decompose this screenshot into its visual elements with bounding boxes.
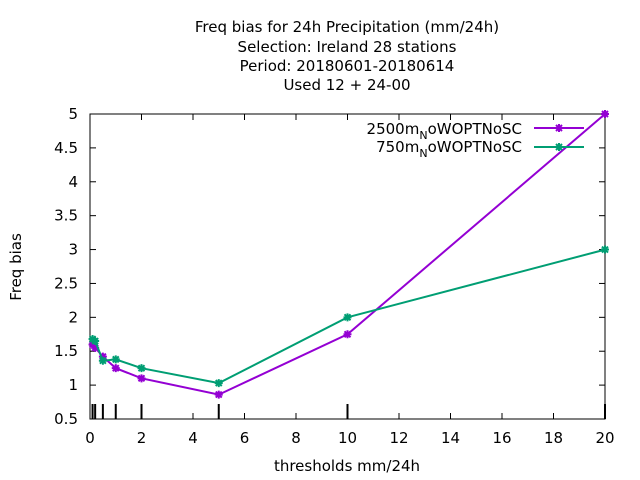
y-tick-label: 3.5 (54, 207, 78, 225)
y-tick-label: 5 (68, 105, 78, 123)
y-tick-label: 2.5 (54, 274, 78, 292)
y-tick-label: 1 (68, 376, 78, 394)
chart-title: Freq bias for 24h Precipitation (mm/24h)… (195, 18, 499, 94)
legend-750m-tail: oWOPTNoSC (428, 138, 522, 156)
data-point (343, 330, 352, 339)
title-line-4: Used 12 + 24-00 (283, 76, 410, 94)
series-line-750m (91, 248, 606, 385)
title-line-1: Freq bias for 24h Precipitation (mm/24h) (195, 18, 499, 36)
data-point (137, 374, 146, 383)
y-tick-label: 4 (68, 173, 78, 191)
data-point (214, 379, 223, 388)
legend-2500m-main: 2500m (367, 120, 420, 138)
legend: 2500mNoWOPTNoSC 750mNoWOPTNoSC (367, 120, 584, 160)
y-tick-label: 4.5 (54, 139, 78, 157)
series-2500m (88, 110, 609, 399)
x-axis-label: thresholds mm/24h (274, 457, 420, 475)
legend-entry-750m: 750mNoWOPTNoSC (376, 138, 584, 160)
data-point (111, 364, 120, 373)
data-point (98, 352, 107, 361)
data-point (601, 245, 609, 254)
x-tick-label: 20 (595, 429, 614, 447)
x-tick-label: 0 (85, 429, 95, 447)
y-tick-label: 3 (68, 241, 78, 259)
series-layer (88, 110, 609, 399)
data-point (111, 355, 120, 364)
title-line-3: Period: 20180601-20180614 (240, 57, 455, 75)
legend-750m-main: 750m (376, 138, 419, 156)
x-tick-label: 10 (338, 429, 357, 447)
threshold-marks (91, 404, 606, 419)
x-tick-label: 12 (389, 429, 408, 447)
title-line-2: Selection: Ireland 28 stations (238, 38, 457, 56)
y-tick-label: 2 (68, 308, 78, 326)
x-tick-label: 4 (188, 429, 198, 447)
series-750m (88, 245, 609, 388)
y-tick-label: 1.5 (54, 342, 78, 360)
legend-entry-2500m: 2500mNoWOPTNoSC (367, 120, 584, 142)
legend-750m-marker (555, 143, 563, 151)
x-tick-label: 14 (441, 429, 460, 447)
data-point (214, 390, 223, 399)
x-tick-label: 2 (137, 429, 147, 447)
data-point (98, 356, 107, 365)
data-point (91, 343, 100, 352)
data-point (137, 364, 146, 373)
data-point (601, 110, 609, 118)
legend-750m-sub: N (419, 147, 427, 160)
legend-2500m-tail: oWOPTNoSC (428, 120, 522, 138)
x-axis: 0 2 4 6 8 10 12 14 16 18 20 (85, 114, 615, 447)
legend-2500m-marker (555, 124, 563, 132)
y-axis: 0.5 1 1.5 2 2.5 3 3.5 4 4.5 5 (54, 105, 605, 428)
legend-label-750m: 750mNoWOPTNoSC (376, 138, 522, 160)
x-tick-label: 18 (544, 429, 563, 447)
y-axis-label: Freq bias (7, 233, 25, 301)
y-tick-label: 0.5 (54, 410, 78, 428)
x-tick-label: 8 (291, 429, 301, 447)
legend-2500m-sub: N (419, 129, 427, 142)
data-point (343, 313, 352, 322)
series-line-2500m (91, 113, 606, 396)
x-tick-label: 16 (492, 429, 511, 447)
legend-label-2500m: 2500mNoWOPTNoSC (367, 120, 522, 142)
data-point (91, 337, 100, 346)
x-tick-label: 6 (240, 429, 250, 447)
